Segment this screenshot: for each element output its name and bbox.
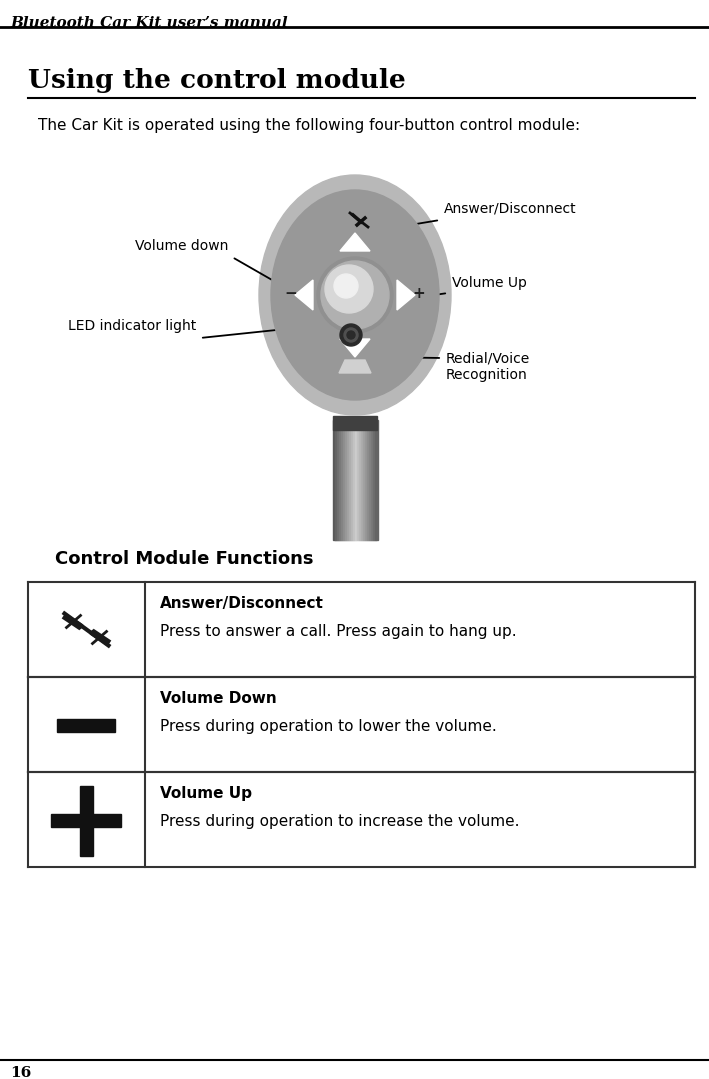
Circle shape	[340, 324, 362, 346]
Bar	[367, 420, 370, 540]
Text: LED indicator light: LED indicator light	[68, 319, 196, 333]
Bar	[337, 420, 340, 540]
Circle shape	[334, 274, 358, 298]
Circle shape	[321, 261, 389, 329]
Text: Volume Up: Volume Up	[160, 786, 252, 801]
Polygon shape	[295, 279, 313, 310]
Polygon shape	[339, 360, 371, 373]
Bar	[373, 420, 376, 540]
Bar	[365, 420, 368, 540]
Circle shape	[344, 328, 358, 342]
Bar	[357, 420, 360, 540]
Bar	[335, 420, 338, 540]
Bar	[79, 786, 92, 856]
Text: Control Module Functions: Control Module Functions	[55, 550, 313, 568]
Text: Press to answer a call. Press again to hang up.: Press to answer a call. Press again to h…	[160, 624, 517, 639]
Text: −: −	[284, 286, 297, 300]
Text: The Car Kit is operated using the following four-button control module:: The Car Kit is operated using the follow…	[38, 118, 580, 133]
Text: Bluetooth Car Kit user’s manual: Bluetooth Car Kit user’s manual	[10, 16, 288, 30]
Text: Using the control module: Using the control module	[28, 68, 406, 93]
Bar	[371, 420, 374, 540]
Circle shape	[325, 265, 373, 313]
Text: Volume down: Volume down	[135, 240, 228, 252]
Text: 16: 16	[10, 1066, 31, 1079]
Bar	[333, 420, 336, 540]
Text: Redial/Voice
Recognition: Redial/Voice Recognition	[446, 352, 530, 382]
Bar	[57, 719, 114, 732]
Ellipse shape	[259, 175, 451, 415]
Bar	[50, 814, 121, 827]
Bar	[341, 420, 344, 540]
Text: Answer/Disconnect: Answer/Disconnect	[160, 596, 324, 611]
Text: Answer/Disconnect: Answer/Disconnect	[444, 202, 576, 216]
Polygon shape	[340, 233, 370, 251]
Text: Volume Down: Volume Down	[160, 691, 277, 706]
Text: +: +	[413, 286, 425, 300]
Bar	[359, 420, 362, 540]
Bar	[351, 420, 354, 540]
Text: Volume Up: Volume Up	[452, 276, 527, 290]
Bar	[375, 420, 378, 540]
Bar	[333, 416, 377, 431]
Bar	[353, 420, 356, 540]
Bar	[355, 420, 358, 540]
Circle shape	[317, 257, 393, 333]
Polygon shape	[397, 279, 415, 310]
Bar	[345, 420, 348, 540]
Bar	[347, 420, 350, 540]
Text: Press during operation to increase the volume.: Press during operation to increase the v…	[160, 814, 520, 829]
Bar	[363, 420, 366, 540]
Bar	[339, 420, 342, 540]
Circle shape	[347, 331, 355, 339]
Bar	[343, 420, 346, 540]
Polygon shape	[340, 339, 370, 357]
Bar	[349, 420, 352, 540]
Bar	[361, 420, 364, 540]
Ellipse shape	[271, 190, 439, 400]
Bar	[369, 420, 372, 540]
Text: Press during operation to lower the volume.: Press during operation to lower the volu…	[160, 719, 497, 734]
